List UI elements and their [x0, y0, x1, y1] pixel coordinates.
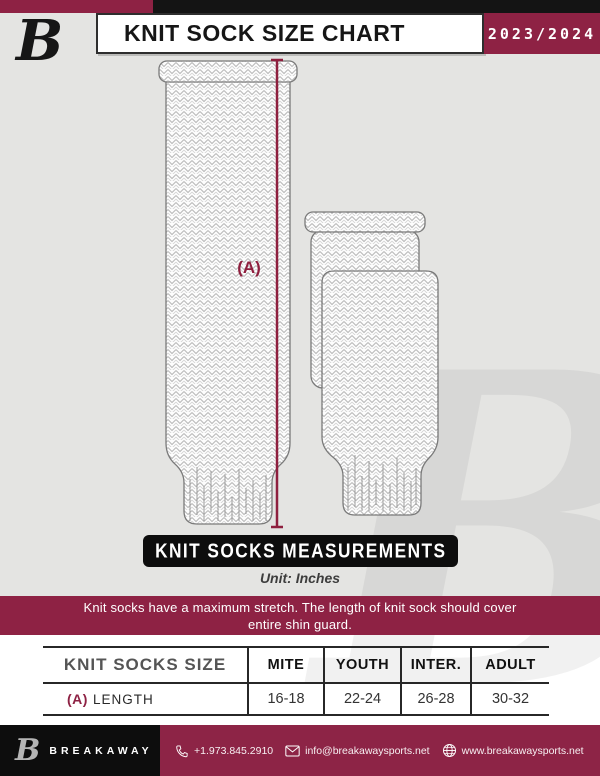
measure-label-a: (A) — [237, 258, 261, 277]
top-accent-strip-red — [0, 0, 153, 13]
footer-phone-text: +1.973.845.2910 — [194, 744, 274, 757]
phone-icon — [176, 744, 188, 757]
unit-label: Unit: Inches — [259, 570, 341, 586]
brand-logo: B — [16, 8, 64, 74]
footer-email-text: info@breakawaysports.net — [305, 744, 430, 757]
measurements-banner-label: KNIT SOCKS MEASUREMENTS — [154, 539, 447, 562]
table-header-label: MITE — [267, 657, 305, 673]
globe-icon — [442, 744, 456, 757]
table-cell: 16-18 — [247, 684, 323, 714]
title-box: KNIT SOCK SIZE CHART — [96, 13, 484, 54]
row-prefix-a: (A) — [67, 691, 88, 707]
row-label-length: LENGTH — [92, 691, 154, 707]
table-header-label: YOUTH — [335, 657, 390, 673]
table-header-label: ADULT — [485, 657, 536, 673]
footer-brand-logo: B — [15, 732, 41, 768]
table-cell: 30-32 — [470, 684, 549, 714]
sock-small-front — [321, 270, 439, 516]
knit-socks-diagram: (A) — [158, 58, 439, 529]
sock-large — [158, 60, 298, 525]
stretch-note-line1: Knit socks have a maximum stretch. The l… — [83, 599, 517, 615]
table-cell: 22-24 — [323, 684, 400, 714]
table-cell-length-label: (A) LENGTH — [43, 684, 247, 714]
table-header-label: INTER. — [410, 657, 462, 673]
table-cell-value: 26-28 — [417, 691, 455, 707]
footer-phone[interactable]: +1.973.845.2910 — [175, 744, 273, 758]
stretch-note-banner: Knit socks have a maximum stretch. The l… — [0, 596, 600, 635]
table-header-label: KNIT SOCKS SIZE — [63, 655, 227, 674]
measurement-line-a — [271, 58, 283, 529]
top-accent-strip — [0, 0, 600, 13]
envelope-icon — [285, 745, 300, 756]
footer: B BREAKAWAY +1.973.845.2910 info@breakaw… — [0, 725, 600, 776]
sock-ribbing — [347, 455, 417, 511]
size-table: KNIT SOCKS SIZE MITE YOUTH INTER. ADULT … — [43, 646, 549, 716]
measurements-banner: KNIT SOCKS MEASUREMENTS — [143, 535, 458, 567]
table-header-cell: MITE — [247, 648, 323, 682]
table-row: (A) LENGTH 16-18 22-24 26-28 30-32 — [43, 684, 549, 714]
table-cell-value: 16-18 — [267, 691, 305, 707]
footer-brand-block: B BREAKAWAY — [0, 725, 160, 776]
table-cell: 26-28 — [400, 684, 470, 714]
table-header-cell: INTER. — [400, 648, 470, 682]
footer-email[interactable]: info@breakawaysports.net — [285, 744, 430, 757]
footer-brand-name: BREAKAWAY — [49, 744, 153, 757]
table-header-row: KNIT SOCKS SIZE MITE YOUTH INTER. ADULT — [43, 648, 549, 684]
table-cell-value: 22-24 — [343, 691, 382, 707]
gray-background-panel — [0, 13, 600, 596]
season-badge-label: 2023/2024 — [487, 24, 597, 43]
table-header-cell: YOUTH — [323, 648, 400, 682]
table-header-cell: KNIT SOCKS SIZE — [43, 648, 247, 682]
sock-ribbing — [189, 467, 267, 521]
footer-contact-bar: +1.973.845.2910 info@breakawaysports.net… — [160, 725, 600, 776]
stretch-note-line2: entire shin guard. — [247, 616, 353, 632]
table-cell-value: 30-32 — [491, 691, 530, 707]
page-title: KNIT SOCK SIZE CHART — [124, 20, 405, 46]
footer-website[interactable]: www.breakawaysports.net — [442, 743, 584, 758]
footer-website-text: www.breakawaysports.net — [461, 744, 584, 757]
season-badge: 2023/2024 — [484, 13, 600, 54]
table-header-cell: ADULT — [470, 648, 549, 682]
